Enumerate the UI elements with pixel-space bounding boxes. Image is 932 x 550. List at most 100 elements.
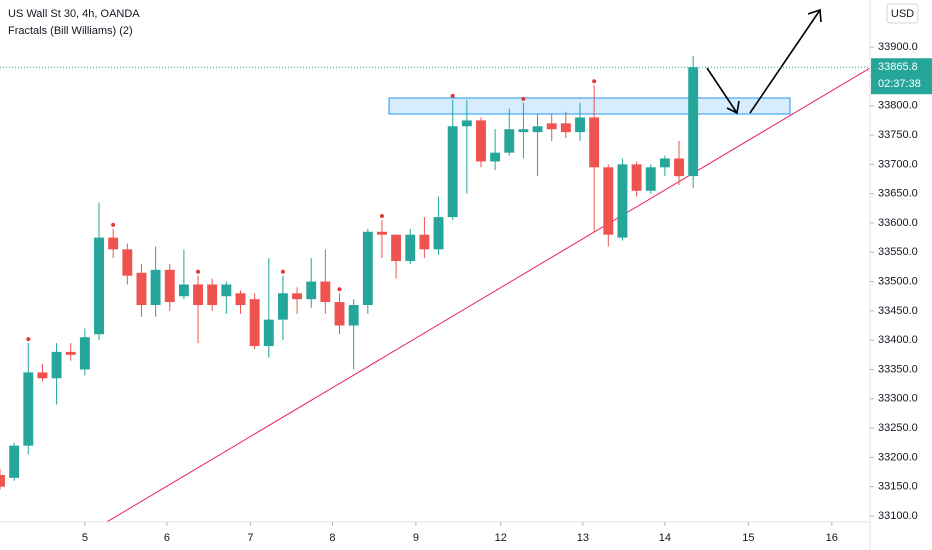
candle-body [659, 158, 670, 168]
candle-body [504, 129, 515, 153]
candle-body [23, 372, 34, 446]
y-tick-label: 33450.0 [878, 305, 918, 317]
candle-body [518, 129, 529, 133]
candle-body [589, 117, 600, 168]
fractal-dot [111, 222, 116, 227]
candle-body [674, 158, 684, 177]
x-tick-label: 6 [164, 532, 170, 544]
indicator-label: Fractals (Bill Williams) (2) [8, 25, 133, 37]
y-tick-label: 33750.0 [878, 129, 918, 141]
candle-body [221, 284, 232, 297]
fractal-dot [450, 93, 455, 98]
y-tick-label: 33700.0 [878, 158, 918, 170]
y-tick-label: 33800.0 [878, 100, 918, 112]
y-tick-label: 33550.0 [878, 246, 918, 258]
candle-body [433, 217, 444, 250]
trend-line [105, 67, 870, 522]
candle-body [645, 167, 656, 191]
fractal-dot [379, 214, 384, 219]
countdown: 02:37:38 [878, 78, 921, 90]
candle-body [348, 305, 359, 326]
x-tick-label: 15 [742, 532, 754, 544]
x-tick-label: 7 [247, 532, 253, 544]
candle-body [461, 120, 472, 127]
candle-body [532, 126, 543, 133]
candle-body [235, 293, 246, 306]
y-tick-label: 33300.0 [878, 393, 918, 405]
candle-body [391, 234, 402, 262]
candle-body [560, 123, 571, 133]
candle-body [263, 319, 274, 347]
candle-body [178, 284, 189, 297]
y-tick-label: 33650.0 [878, 188, 918, 200]
candle-body [150, 269, 161, 306]
candle-body [447, 126, 458, 218]
y-tick-label: 33100.0 [878, 510, 918, 522]
arrow-head [726, 100, 740, 115]
candle-body [419, 234, 430, 250]
candle-body [334, 302, 345, 326]
candle-body [51, 351, 62, 379]
y-tick-label: 33250.0 [878, 422, 918, 434]
fractal-dot [280, 269, 285, 274]
y-tick-label: 33350.0 [878, 363, 918, 375]
candle-body [94, 237, 104, 335]
candle-body [0, 474, 5, 487]
candle-body [164, 269, 175, 303]
x-tick-label: 12 [495, 532, 507, 544]
candle-body [320, 281, 331, 303]
candle-body [603, 167, 614, 235]
y-tick-label: 33900.0 [878, 41, 918, 53]
x-tick-label: 8 [329, 532, 335, 544]
candle-body [292, 293, 303, 300]
y-tick-label: 33200.0 [878, 451, 918, 463]
chart-title: US Wall St 30, 4h, OANDA [8, 8, 140, 20]
x-tick-label: 14 [659, 532, 671, 544]
x-tick-label: 16 [826, 532, 838, 544]
candle-body [136, 272, 147, 306]
fractal-dot [196, 269, 201, 274]
fractal-dot [592, 79, 597, 84]
candle-body [79, 337, 90, 370]
candle-body [108, 237, 119, 250]
plot-area [0, 55, 870, 522]
candle-body [9, 445, 20, 478]
candle-body [65, 351, 76, 355]
candle-body [490, 152, 501, 162]
y-tick-label: 33500.0 [878, 275, 918, 287]
candle-body [362, 231, 373, 306]
candle-body [306, 281, 317, 300]
candle-body [476, 120, 486, 162]
y-tick-label: 33400.0 [878, 334, 918, 346]
candle-body [617, 164, 628, 238]
currency-label[interactable]: USD [891, 8, 914, 20]
candle-body [122, 249, 133, 276]
x-tick-label: 5 [82, 532, 88, 544]
last-price-label: 33865.8 [878, 61, 918, 73]
arrow-down [706, 67, 738, 114]
candle-body [377, 231, 387, 235]
fractal-dot [337, 287, 342, 292]
fractal-dot [521, 96, 526, 101]
candle-body [277, 293, 288, 320]
arrow-head [807, 8, 822, 23]
candle-body [405, 234, 416, 262]
fractal-dot [26, 337, 31, 342]
candle-body [249, 299, 260, 347]
candle-body [688, 67, 699, 177]
candle-body [207, 284, 218, 306]
y-tick-label: 33150.0 [878, 481, 918, 493]
candle-body [193, 284, 203, 306]
arrow-up [749, 9, 821, 114]
candle-body [575, 117, 585, 133]
x-tick-label: 13 [577, 532, 589, 544]
price-tag [871, 58, 932, 95]
candle-body [631, 164, 642, 191]
candle-body [546, 123, 557, 130]
resistance-zone [388, 97, 791, 115]
arrows [706, 8, 822, 115]
currency-button[interactable] [886, 3, 919, 24]
x-tick-label: 9 [413, 532, 419, 544]
